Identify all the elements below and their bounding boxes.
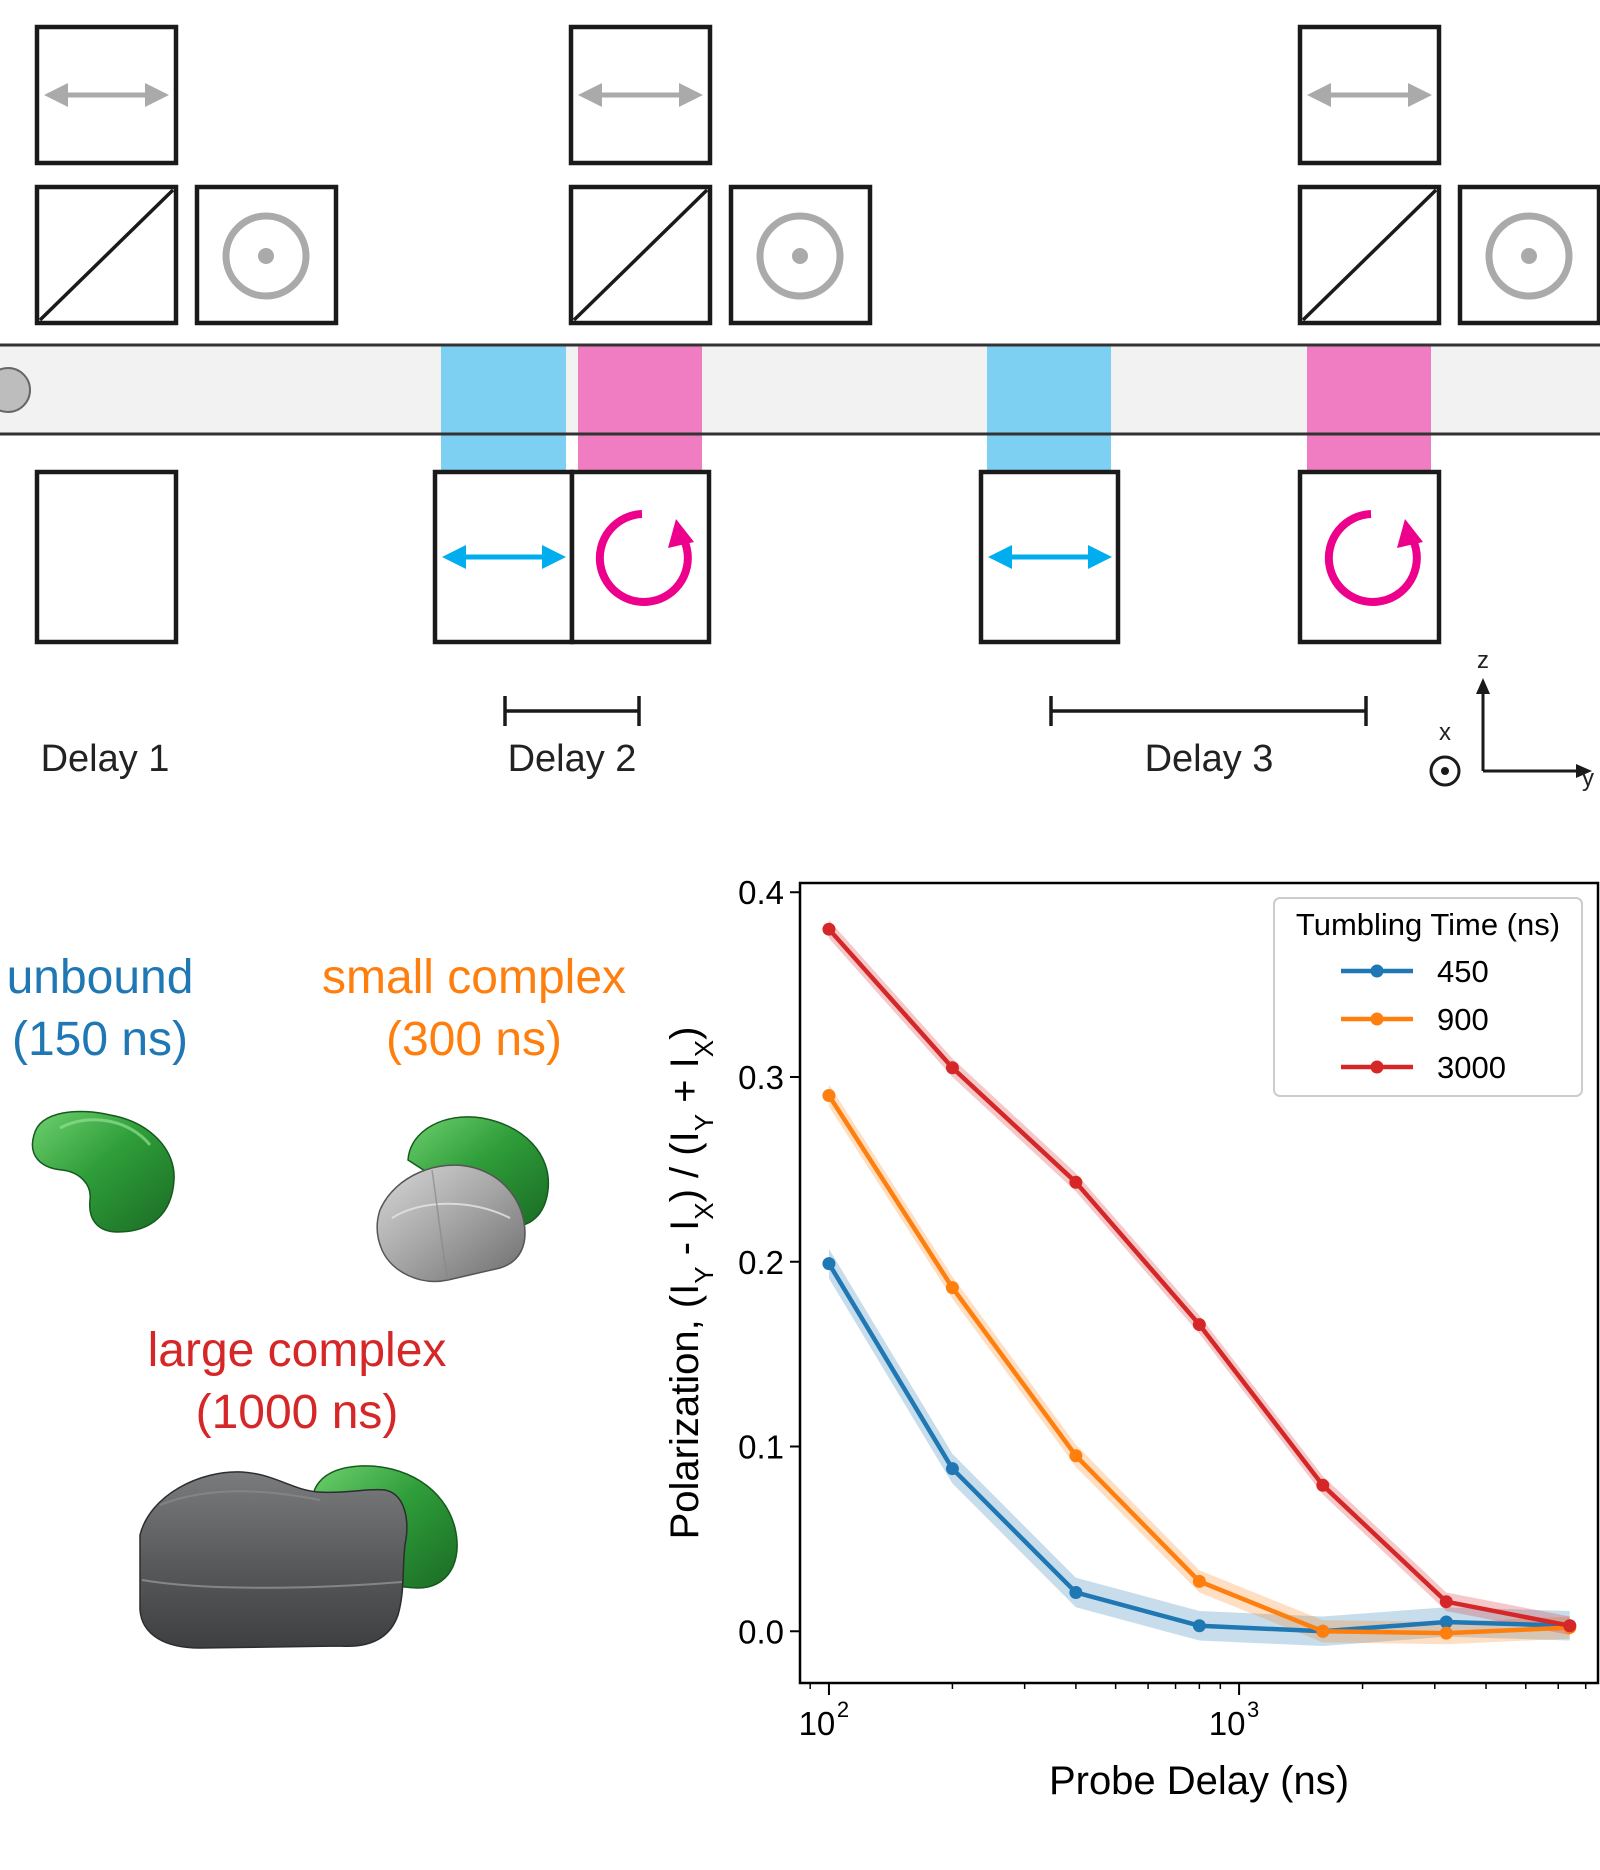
point-series-3000	[1192, 1318, 1206, 1332]
out-of-plane-icon	[756, 212, 844, 300]
unbound-protein-shape	[31, 1110, 175, 1233]
legend-marker-450	[1370, 964, 1384, 978]
circular-polarization-icon	[595, 510, 694, 606]
x-axis-title: Probe Delay (ns)	[1049, 1759, 1349, 1803]
band-series-900	[828, 1084, 1570, 1645]
point-series-450	[1439, 1615, 1453, 1629]
double-arrow-icon	[1307, 83, 1432, 107]
pink-window-2	[1307, 345, 1431, 470]
beamsplitter-diagonal-icon	[38, 188, 175, 322]
x-axis-label: x	[1439, 719, 1451, 746]
small-complex-name: small complex	[322, 951, 626, 1004]
point-series-900	[1439, 1626, 1453, 1640]
point-series-450	[1192, 1619, 1206, 1633]
legend: Tumbling Time (ns) 450 900 3000	[1273, 897, 1583, 1097]
legend-title: Tumbling Time (ns)	[1296, 907, 1560, 942]
double-arrow-icon	[44, 83, 169, 107]
line-series-900	[827, 1094, 1570, 1636]
point-series-3000	[1316, 1478, 1330, 1492]
legend-label-450: 450	[1437, 954, 1489, 989]
legend-label-900: 900	[1437, 1002, 1489, 1037]
z-axis-label: z	[1477, 647, 1489, 674]
legend-box	[1273, 897, 1583, 1097]
y-axis-ticks: 0.0 0.1 0.2 0.3 0.4	[738, 874, 800, 1650]
x-tick-label: 10	[1209, 1705, 1246, 1742]
small-complex-shape	[376, 1116, 550, 1283]
point-series-3000	[945, 1061, 959, 1075]
y-axis-title: Polarization, (IY - IX) / (IY + IX)	[663, 1027, 719, 1540]
point-series-3000	[822, 922, 836, 936]
out-of-plane-icon	[1485, 212, 1573, 300]
legend-marker-3000	[1370, 1060, 1384, 1074]
point-series-900	[945, 1281, 959, 1295]
legend-entries: 450 900 3000	[1341, 954, 1506, 1085]
linear-polarization-icon	[988, 545, 1112, 569]
y-tick-label: 0.2	[738, 1244, 784, 1281]
particle-icon	[0, 367, 31, 413]
detector-group-2	[432, 24, 873, 645]
point-series-900	[1192, 1574, 1206, 1588]
unbound-name: unbound	[7, 951, 194, 1004]
delay-3-bracket	[1049, 696, 1368, 726]
detector-group-1	[34, 24, 339, 645]
y-axis-label: y	[1582, 765, 1594, 792]
beamsplitter-diagonal-icon	[1301, 188, 1438, 322]
delay-1-label: Delay 1	[41, 738, 170, 780]
y-tick-label: 0.3	[738, 1059, 784, 1096]
coordinate-axes: z x y	[1429, 647, 1594, 792]
x-axis-out-of-plane-icon	[1429, 755, 1461, 787]
detector-group-4	[1297, 24, 1600, 645]
legend-marker-900	[1370, 1012, 1384, 1026]
delay-2-bracket	[503, 696, 641, 726]
blue-window-2	[987, 345, 1111, 470]
point-series-900	[1316, 1624, 1330, 1638]
point-series-3000	[1069, 1175, 1083, 1189]
point-series-450	[945, 1462, 959, 1476]
small-complex-time: (300 ns)	[386, 1013, 562, 1066]
delay-2-label: Delay 2	[508, 738, 637, 780]
delay-3-label: Delay 3	[1145, 738, 1274, 780]
double-arrow-icon	[578, 83, 703, 107]
out-of-plane-icon	[222, 212, 310, 300]
x-axis-ticks: 10 2 10 3	[799, 1683, 1587, 1742]
x-tick-label-exponent: 2	[837, 1697, 849, 1722]
series-points	[822, 922, 1577, 1640]
detector-group-3	[978, 469, 1121, 645]
pump-box	[34, 469, 179, 645]
point-series-900	[1069, 1449, 1083, 1463]
legend-label-3000: 3000	[1437, 1050, 1506, 1085]
large-complex-name: large complex	[148, 1324, 447, 1377]
circular-polarization-icon	[1324, 510, 1423, 606]
y-tick-label: 0.1	[738, 1429, 784, 1466]
polarization-chart: 0.00.10.20.30.4 10 2 10 3 Probe Delay (ns) …	[663, 874, 1600, 1803]
blue-window-1	[441, 345, 566, 470]
pink-window-1	[578, 345, 702, 470]
unbound-time: (150 ns)	[12, 1013, 188, 1066]
large-complex-time: (1000 ns)	[196, 1386, 399, 1439]
x-tick-label-exponent: 3	[1247, 1697, 1259, 1722]
linear-polarization-icon	[442, 545, 566, 569]
point-series-450	[822, 1257, 836, 1271]
point-series-3000	[1563, 1619, 1577, 1633]
setup-diagram: Delay 1 Delay 2 Delay 3 z x y	[0, 24, 1600, 792]
point-series-450	[1069, 1585, 1083, 1599]
molecule-panel: unbound (150 ns) small complex (300 ns) …	[7, 951, 626, 1649]
y-tick-label: 0.4	[738, 874, 784, 911]
beamsplitter-diagonal-icon	[572, 188, 709, 322]
x-tick-label: 10	[799, 1705, 836, 1742]
point-series-3000	[1439, 1595, 1453, 1609]
y-tick-label: 0.0	[738, 1613, 784, 1650]
large-complex-shape	[139, 1465, 458, 1649]
point-series-900	[822, 1088, 836, 1102]
